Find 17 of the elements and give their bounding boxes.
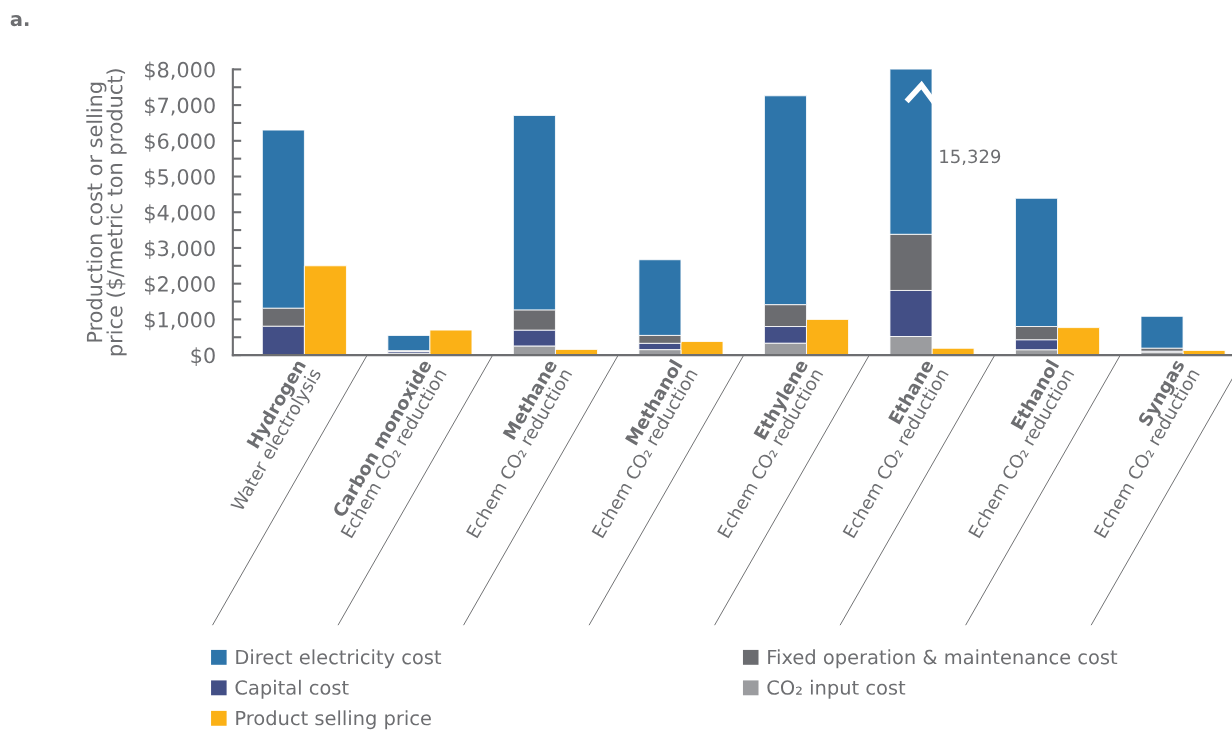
- y-tick-label: $7,000: [145, 97, 215, 117]
- y-tick-label: $3,000: [145, 240, 215, 259]
- y-tick-label: $1,000: [145, 311, 215, 331]
- y-tick-label: $2,000: [145, 275, 215, 295]
- y-axis-title: Production cost or selling price ($/metric ton product): [86, 69, 127, 356]
- legend-label: CO₂ input cost: [767, 679, 906, 699]
- y-tick-label: $0: [191, 347, 215, 367]
- text: a.: [10, 15, 29, 27]
- y-tick-label: $6,000: [145, 132, 215, 152]
- y-tick-label: $8,000: [145, 61, 215, 81]
- legend-label: Direct electricity cost: [236, 649, 442, 669]
- legend-label: Fixed operation & maintenance cost: [768, 649, 1118, 669]
- y-tick-label: $4,000: [145, 204, 215, 224]
- legend-label: Product selling price: [236, 710, 431, 730]
- y-tick-label: $5,000: [145, 168, 215, 188]
- annotation: 15,329: [940, 149, 1001, 166]
- legend-label: Capital cost: [235, 679, 349, 699]
